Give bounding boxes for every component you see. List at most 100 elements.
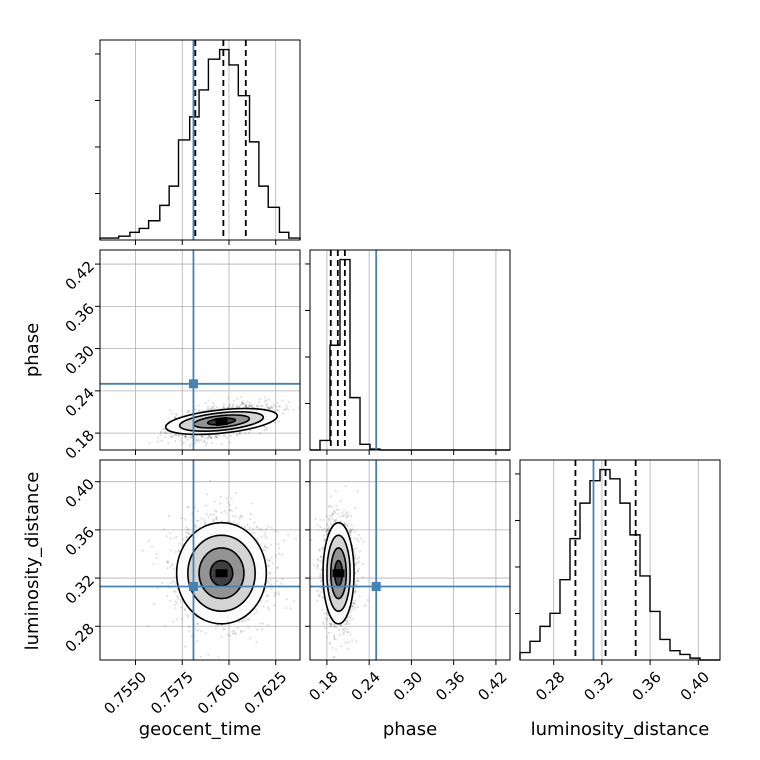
sample-point xyxy=(183,607,186,611)
sample-point xyxy=(204,437,207,440)
histogram-panel-phase xyxy=(305,249,511,455)
sample-point xyxy=(222,403,225,406)
y-tick-label: 0.24 xyxy=(62,384,98,420)
sample-point xyxy=(230,497,233,500)
sample-point xyxy=(185,536,189,539)
sample-point xyxy=(179,439,182,442)
sample-point xyxy=(220,520,223,523)
panel-frame xyxy=(309,459,511,661)
sample-point xyxy=(227,406,230,409)
sample-point xyxy=(174,607,177,610)
sample-point xyxy=(213,407,216,411)
x-tick-label: 0.7625 xyxy=(241,668,291,718)
sample-point xyxy=(185,536,188,539)
sample-point xyxy=(345,516,348,519)
sample-point xyxy=(325,529,328,533)
sample-point xyxy=(349,611,352,614)
sample-point xyxy=(186,616,190,619)
sample-point xyxy=(333,623,336,627)
sample-point xyxy=(265,427,269,430)
sample-point xyxy=(164,436,167,439)
sample-point xyxy=(228,634,232,637)
sample-point xyxy=(342,633,345,636)
sample-point xyxy=(210,436,213,439)
sample-point xyxy=(205,441,209,445)
sample-point xyxy=(184,435,187,439)
sample-point xyxy=(354,507,357,510)
sample-point xyxy=(205,504,208,507)
sample-point xyxy=(255,641,258,644)
sample-point xyxy=(323,623,326,626)
sample-point xyxy=(345,512,348,515)
sample-point xyxy=(199,655,203,658)
sample-point xyxy=(267,398,271,401)
sample-point xyxy=(319,555,322,559)
sample-point xyxy=(325,619,328,622)
sample-point xyxy=(174,600,178,603)
sample-point xyxy=(266,558,269,561)
sample-point xyxy=(239,631,242,634)
sample-point xyxy=(280,582,283,585)
sample-point xyxy=(349,614,352,617)
sample-point xyxy=(173,536,176,539)
panels-layer: 0.28 0.32 0.36 0.400.180.240.300.360.420.75… xyxy=(62,39,721,718)
sample-point xyxy=(274,529,277,532)
sample-point xyxy=(354,572,357,575)
sample-point xyxy=(236,405,239,408)
sample-point xyxy=(347,622,350,626)
sample-point xyxy=(252,531,255,534)
sample-point xyxy=(186,438,189,441)
sample-point xyxy=(337,628,341,631)
sample-point xyxy=(186,411,189,414)
sample-point xyxy=(266,606,270,609)
sample-point xyxy=(193,525,197,528)
sample-point xyxy=(147,539,150,542)
sample-point xyxy=(211,406,214,409)
truth-marker xyxy=(188,582,198,592)
sample-point xyxy=(150,545,154,548)
sample-point xyxy=(212,519,215,523)
sample-point xyxy=(332,656,335,659)
sample-point xyxy=(240,403,243,406)
sample-point xyxy=(196,519,199,523)
sample-point xyxy=(325,515,328,518)
sample-point xyxy=(247,626,250,629)
sample-point xyxy=(251,527,254,530)
sample-point xyxy=(277,409,280,412)
sample-point xyxy=(184,436,187,439)
sample-point xyxy=(177,434,180,437)
sample-point xyxy=(171,435,174,438)
sample-point xyxy=(349,530,352,533)
y-tick-label: 0.36 xyxy=(62,300,98,336)
sample-point xyxy=(337,508,340,511)
sample-point xyxy=(314,517,317,521)
sample-point xyxy=(225,512,228,515)
sample-point xyxy=(227,397,230,400)
sample-point xyxy=(343,522,346,525)
sample-point xyxy=(213,500,216,503)
sample-point xyxy=(200,435,203,438)
sample-point xyxy=(223,509,226,512)
sample-point xyxy=(339,499,342,502)
sample-point xyxy=(264,590,267,593)
sample-point xyxy=(247,404,251,407)
sample-point xyxy=(333,655,336,659)
sample-point xyxy=(331,512,334,515)
sample-point xyxy=(319,560,322,563)
x-tick-label: 0.32 xyxy=(580,668,616,704)
sample-point xyxy=(215,517,218,520)
x-tick-label: 0.30 xyxy=(390,668,426,704)
sample-point xyxy=(351,528,355,531)
sample-point xyxy=(213,436,216,440)
sample-point xyxy=(246,523,249,526)
sample-point xyxy=(356,490,359,493)
sample-point xyxy=(331,646,334,649)
sample-point xyxy=(325,530,328,533)
sample-point xyxy=(248,618,251,621)
sample-point xyxy=(259,600,263,603)
sample-point xyxy=(248,401,252,405)
density-peak xyxy=(332,569,345,578)
sample-point xyxy=(352,602,355,605)
sample-point xyxy=(215,435,218,439)
sample-point xyxy=(353,590,357,594)
